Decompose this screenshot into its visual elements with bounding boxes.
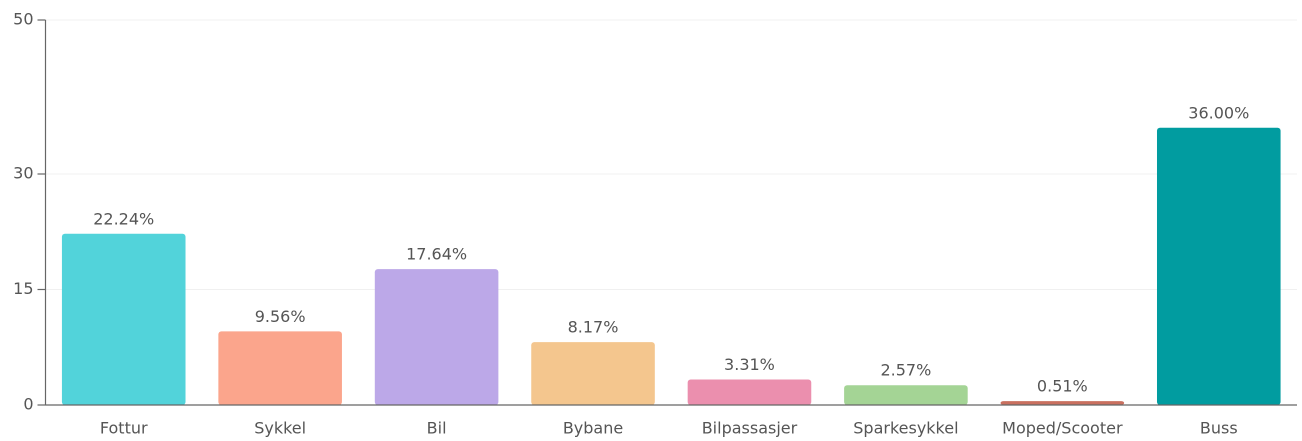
x-tick-label: Bil (427, 419, 447, 438)
bar (844, 385, 968, 405)
x-tick-label: Sparkesykkel (853, 419, 958, 438)
value-label: 2.57% (880, 361, 931, 380)
value-label: 3.31% (724, 355, 775, 374)
value-label: 9.56% (255, 307, 306, 326)
value-label: 8.17% (568, 318, 619, 337)
bar (218, 331, 342, 405)
bar (1156, 127, 1281, 406)
bar (531, 342, 655, 405)
value-label: 0.51% (1037, 377, 1088, 396)
y-tick-label: 0 (23, 395, 33, 414)
bar (374, 269, 499, 405)
x-tick-label: Moped/Scooter (1002, 419, 1123, 438)
y-tick-label: 30 (13, 164, 33, 183)
bar (1000, 401, 1125, 405)
x-tick-label: Bybane (563, 419, 623, 438)
value-label: 17.64% (406, 245, 467, 264)
value-label: 22.24% (93, 209, 154, 228)
x-tick-label: Fottur (100, 419, 148, 438)
x-tick-label: Buss (1200, 419, 1238, 438)
value-label: 36.00% (1188, 103, 1249, 122)
bar (687, 379, 812, 405)
y-tick-label: 50 (13, 10, 33, 29)
y-tick-label: 15 (13, 279, 33, 298)
bar (61, 233, 186, 405)
x-tick-label: Bilpassasjer (702, 419, 798, 438)
x-tick-label: Sykkel (254, 419, 306, 438)
